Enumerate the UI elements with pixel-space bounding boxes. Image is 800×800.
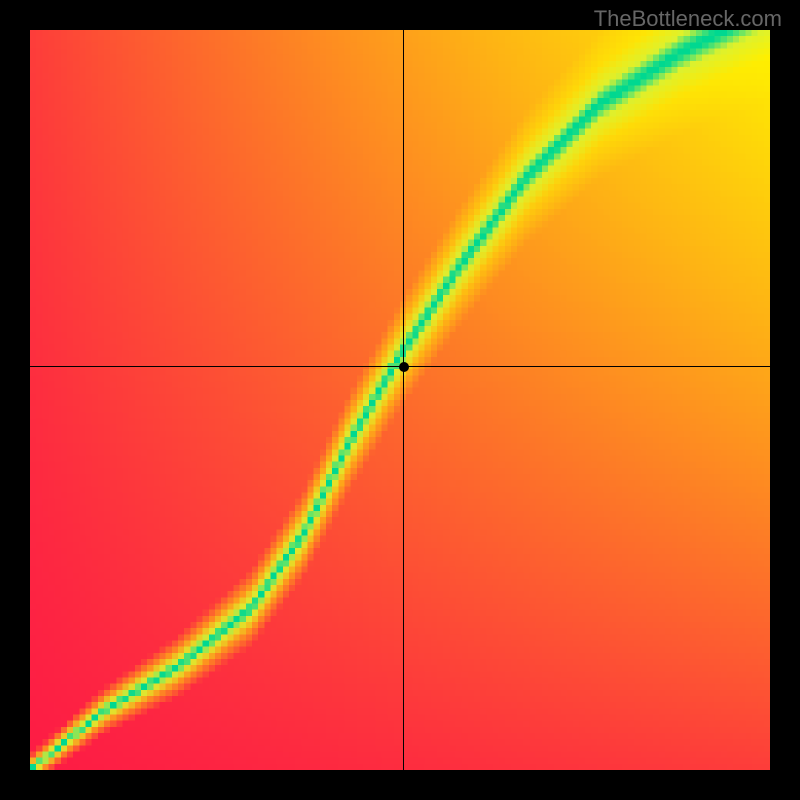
chart-container: TheBottleneck.com: [0, 0, 800, 800]
heatmap-canvas: [30, 30, 770, 770]
crosshair-marker: [399, 362, 409, 372]
crosshair-vertical: [403, 30, 404, 770]
watermark-text: TheBottleneck.com: [594, 6, 782, 32]
plot-area: [30, 30, 770, 770]
